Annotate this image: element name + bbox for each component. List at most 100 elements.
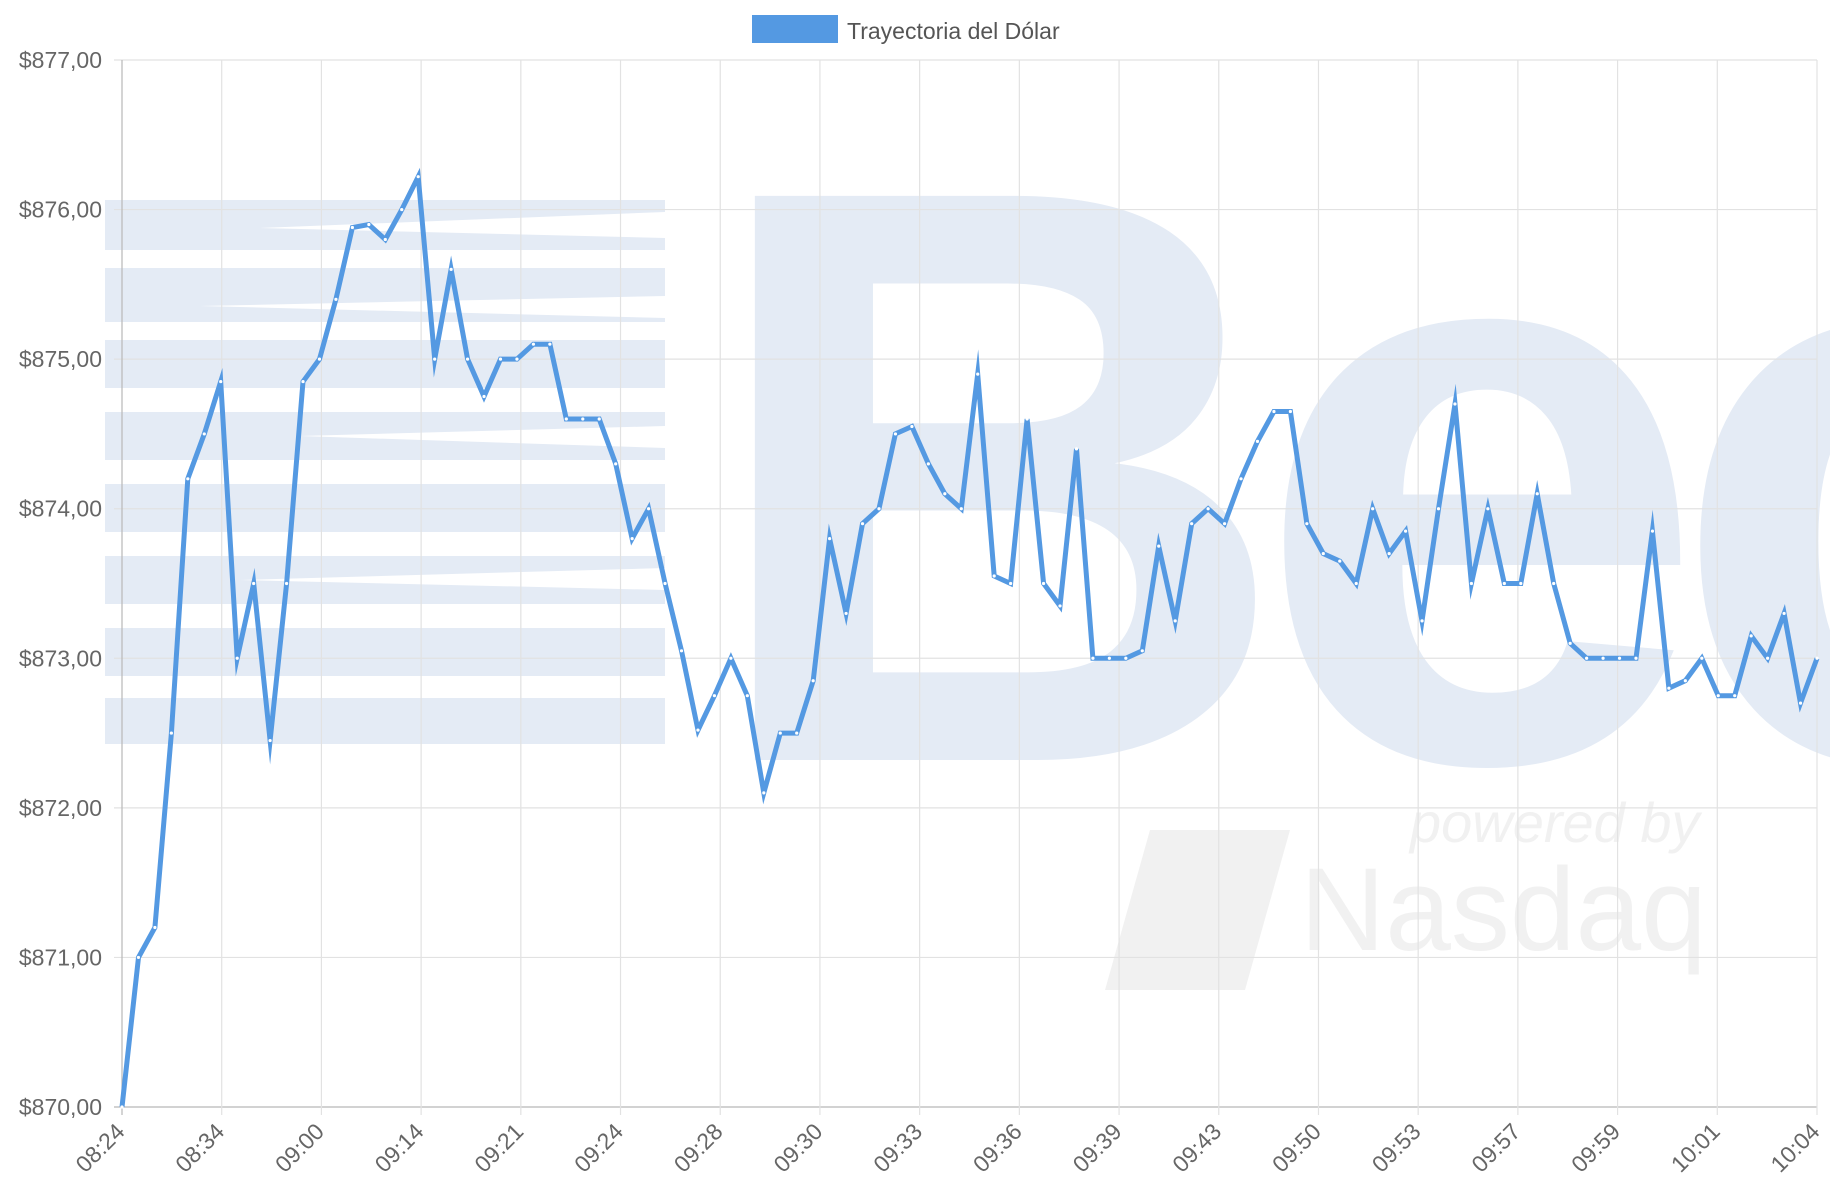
data-point[interactable] [136,955,141,960]
legend[interactable]: Trayectoria del Dólar [752,15,1060,44]
data-point[interactable] [828,537,832,541]
data-point[interactable] [1420,619,1424,623]
data-point[interactable] [1371,507,1375,511]
data-point[interactable] [1535,492,1539,496]
data-point[interactable] [844,611,848,616]
data-point[interactable] [186,477,190,481]
data-point[interactable] [992,574,996,578]
data-point[interactable] [1140,649,1144,653]
data-point[interactable] [1502,581,1506,586]
data-point[interactable] [482,394,486,399]
data-point[interactable] [1041,581,1046,586]
data-point[interactable] [219,379,223,384]
data-point[interactable] [1766,656,1770,660]
data-point[interactable] [1157,544,1161,548]
data-point[interactable] [1782,611,1786,616]
data-point[interactable] [1206,507,1210,511]
data-point[interactable] [696,728,700,732]
data-point[interactable] [762,791,766,795]
data-point[interactable] [1091,656,1095,660]
data-point[interactable] [1650,529,1655,533]
data-point[interactable] [1009,581,1013,586]
data-point[interactable] [120,1105,124,1109]
data-point[interactable] [416,175,420,179]
data-point[interactable] [860,522,865,526]
data-point[interactable] [647,507,651,511]
data-point[interactable] [1305,522,1309,526]
data-point[interactable] [877,507,881,511]
data-point[interactable] [778,731,782,735]
data-point[interactable] [1272,409,1276,414]
data-point[interactable] [959,507,963,511]
data-point[interactable] [367,222,371,227]
data-point[interactable] [334,297,338,301]
data-point[interactable] [1058,604,1062,608]
data-point[interactable] [169,731,173,735]
data-point[interactable] [893,432,898,436]
data-point[interactable] [1403,529,1408,533]
data-point[interactable] [1453,402,1457,406]
data-point[interactable] [1338,559,1342,563]
data-point[interactable] [1288,409,1292,414]
data-point[interactable] [1798,701,1803,705]
data-point[interactable] [235,656,239,660]
data-point[interactable] [1190,522,1194,526]
data-point[interactable] [679,649,684,653]
data-point[interactable] [795,731,799,735]
data-point[interactable] [1486,507,1490,511]
data-point[interactable] [811,679,815,683]
data-point[interactable] [630,537,634,541]
data-point[interactable] [1124,656,1128,660]
data-point[interactable] [1255,439,1260,444]
data-point[interactable] [433,357,437,361]
data-point[interactable] [1700,656,1704,660]
data-point[interactable] [597,417,601,421]
data-point[interactable] [1107,656,1111,660]
data-point[interactable] [515,357,519,361]
data-point[interactable] [383,237,387,242]
data-point[interactable] [1585,656,1589,660]
data-point[interactable] [1749,634,1753,638]
data-point[interactable] [1601,656,1605,660]
data-point[interactable] [1173,619,1177,623]
data-point[interactable] [1436,507,1441,511]
data-point[interactable] [614,462,618,466]
data-point[interactable] [926,462,930,466]
data-point[interactable] [1634,656,1638,660]
data-point[interactable] [153,925,157,930]
data-point[interactable] [663,581,667,586]
data-point[interactable] [1222,522,1227,526]
data-point[interactable] [1469,581,1474,586]
data-point[interactable] [712,694,717,698]
data-point[interactable] [943,492,947,496]
data-point[interactable] [498,357,503,361]
data-point[interactable] [1683,679,1687,683]
data-point[interactable] [1074,447,1079,451]
data-point[interactable] [1716,694,1720,698]
data-point[interactable] [745,694,749,698]
data-point[interactable] [1667,686,1671,690]
data-point[interactable] [284,581,289,586]
data-point[interactable] [301,379,305,384]
data-point[interactable] [1552,581,1556,586]
data-point[interactable] [1354,581,1358,586]
data-point[interactable] [910,424,914,429]
data-point[interactable] [548,342,552,346]
data-point[interactable] [1733,694,1737,698]
data-point[interactable] [268,738,272,743]
data-point[interactable] [252,581,256,586]
data-point[interactable] [1025,417,1029,421]
data-point[interactable] [202,432,206,436]
data-point[interactable] [1815,656,1819,660]
data-point[interactable] [564,417,568,421]
data-point[interactable] [1519,581,1523,586]
data-point[interactable] [1239,477,1243,481]
data-point[interactable] [400,207,404,212]
data-point[interactable] [1387,551,1391,556]
data-point[interactable] [531,342,536,346]
data-point[interactable] [1617,656,1622,660]
data-point[interactable] [976,372,980,376]
data-point[interactable] [449,267,453,271]
data-point[interactable] [581,417,585,421]
data-point[interactable] [317,357,322,361]
